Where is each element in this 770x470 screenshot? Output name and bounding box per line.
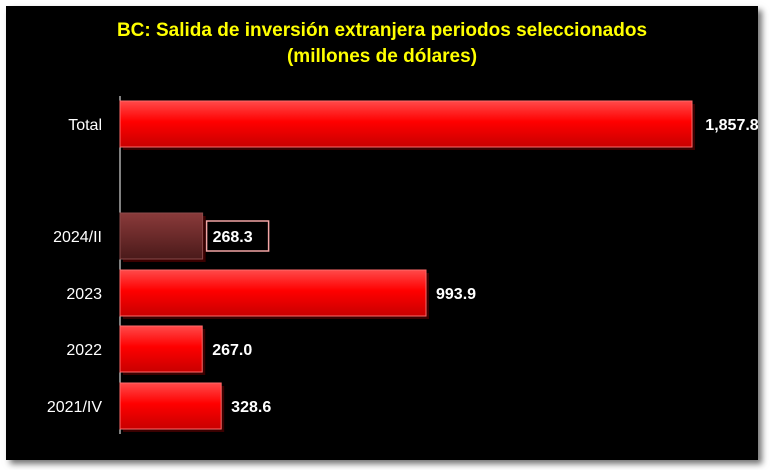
value-label-0: 1,857.8 [705,117,758,134]
chart-marks: Total 1,857.8 2024/II 268.3 2023 993.9 2022 267… [47,100,758,432]
bar-0 [119,100,693,148]
category-label-2: 2023 [66,286,102,303]
bar-3 [119,325,203,373]
bar-2 [119,269,427,317]
bar-4 [119,382,222,430]
chart-subtitle: (millones de dólares) [287,46,477,67]
chart-title: BC: Salida de inversión extranjera perio… [117,20,647,41]
value-label-box-1 [205,220,270,252]
category-label-3: 2022 [66,342,102,359]
bar-1 [119,212,204,260]
chart-frame: BC: Salida de inversión extranjera perio… [6,6,758,460]
value-label-1: 268.3 [213,229,253,246]
value-label-2: 993.9 [436,286,476,303]
value-label-3: 267.0 [212,342,252,359]
category-label-4: 2021/IV [47,399,102,416]
category-label-1: 2024/II [53,229,102,246]
chart-svg: BC: Salida de inversión extranjera perio… [47,20,758,434]
value-label-4: 328.6 [231,399,271,416]
category-label-0: Total [68,117,102,134]
